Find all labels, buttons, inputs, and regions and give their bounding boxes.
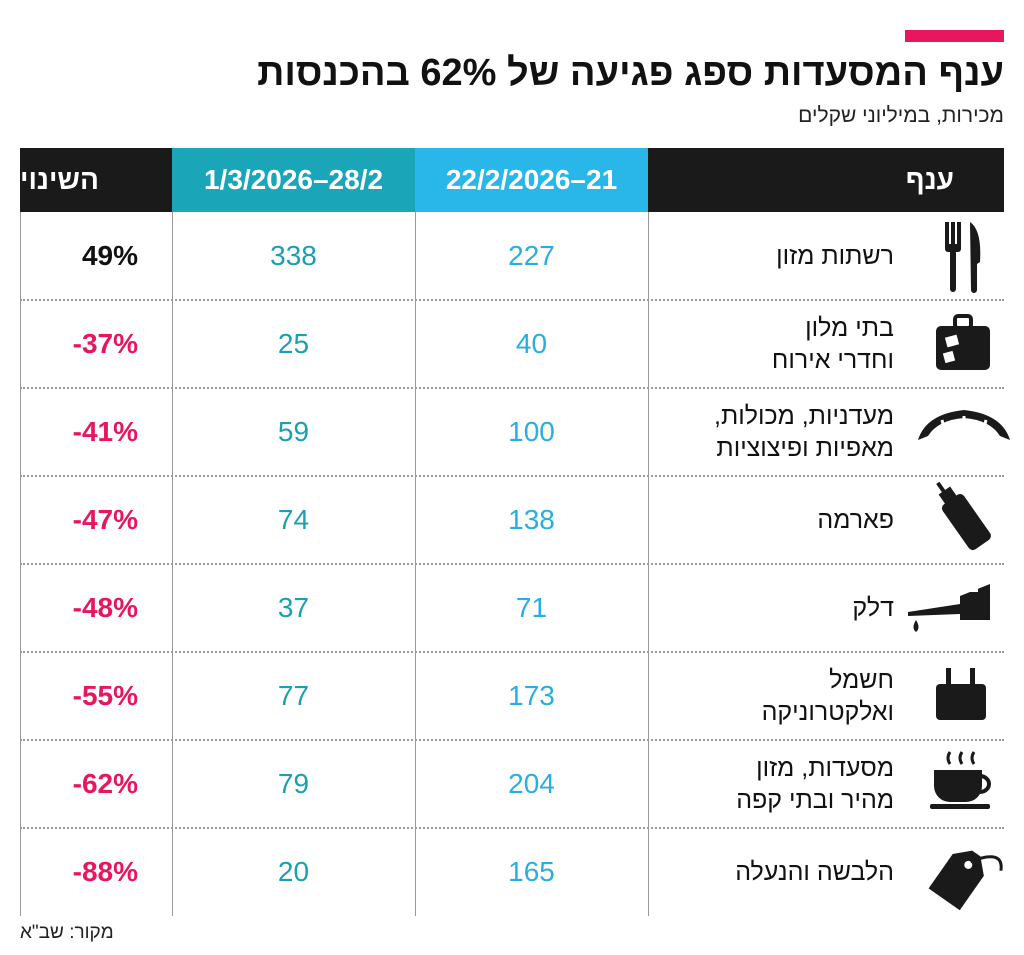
- sales-value: 74: [277, 504, 310, 535]
- category-label: מעדניות, מכולות, מאפיות ופיצוציות: [714, 401, 894, 463]
- subtitle: מכירות, במיליוני שקלים: [798, 104, 1004, 127]
- sales-value: 165: [508, 856, 555, 887]
- icon-fork-knife: [945, 222, 981, 293]
- row-separator: [20, 827, 1004, 829]
- source: מקור: שב"א: [20, 922, 114, 943]
- change-value: -55%: [72, 680, 138, 711]
- icon-tag: [928, 850, 1003, 911]
- icon-oil-can: [908, 584, 990, 632]
- row-separator: [20, 387, 1004, 389]
- sales-value: 77: [277, 680, 310, 711]
- sales-value: 227: [508, 240, 555, 271]
- row-separator: [20, 563, 1004, 565]
- column-header: 28/2–1/3/2026: [172, 148, 415, 212]
- column-header: השינוי: [20, 148, 172, 212]
- change-value: 49%: [81, 240, 138, 271]
- change-value: -37%: [72, 328, 138, 359]
- change-value: -41%: [72, 416, 138, 447]
- category-label: בתי מלון וחדרי אירוח: [771, 313, 894, 375]
- sales-value: 25: [277, 328, 310, 359]
- category-label: חשמל ואלקטרוניקה: [761, 665, 894, 727]
- sales-value: 204: [508, 768, 555, 799]
- change-value: -88%: [72, 856, 138, 887]
- category-label: פארמה: [817, 505, 894, 534]
- icon-croissant: [918, 410, 1010, 445]
- change-value: -62%: [72, 768, 138, 799]
- change-value: -48%: [72, 592, 138, 623]
- sales-value: 79: [277, 768, 310, 799]
- sales-value: 100: [508, 416, 555, 447]
- row-separator: [20, 651, 1004, 653]
- row-separator: [20, 739, 1004, 741]
- sales-value: 20: [277, 856, 310, 887]
- row-separator: [20, 299, 1004, 301]
- sales-value: 71: [515, 592, 548, 623]
- category-label: מסעדות, מזון מהיר ובתי קפה: [736, 753, 894, 815]
- category-label: רשתות מזון: [776, 241, 894, 270]
- icon-plug: [936, 668, 986, 720]
- sales-value: 173: [508, 680, 555, 711]
- sales-value: 40: [515, 328, 548, 359]
- column-header: 21–22/2/2026: [415, 148, 648, 212]
- category-label: דלק: [852, 593, 894, 622]
- sales-value: 37: [277, 592, 310, 623]
- title: ענף המסעדות ספג פגיעה של 62% בהכנסות: [257, 52, 1004, 94]
- icon-suitcase: [936, 314, 990, 370]
- change-value: -47%: [72, 504, 138, 535]
- icon-bottle: [936, 481, 991, 551]
- sales-value: 338: [270, 240, 317, 271]
- icon-cup: [930, 751, 991, 809]
- sales-value: 59: [277, 416, 310, 447]
- category-label: הלבשה והנעלה: [735, 857, 894, 886]
- sales-value: 138: [508, 504, 555, 535]
- row-separator: [20, 475, 1004, 477]
- column-header: ענף: [648, 148, 1004, 212]
- accent-bar: [905, 30, 1004, 42]
